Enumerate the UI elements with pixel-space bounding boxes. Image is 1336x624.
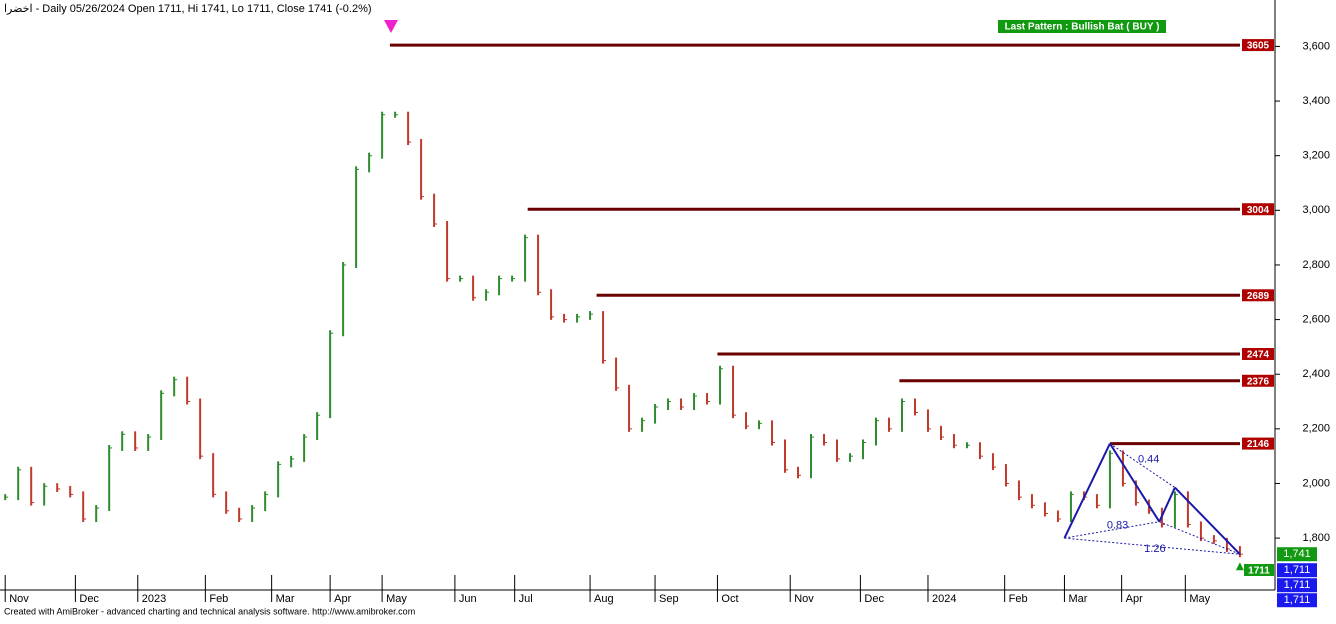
ratio-label: 1.26 (1144, 543, 1165, 555)
y-tick-label: 3,600 (1302, 40, 1330, 52)
x-tick-label: Jul (519, 593, 533, 605)
level-label-box (1242, 289, 1274, 302)
x-tick-label: Nov (794, 593, 814, 605)
price-label: 1,711 (1284, 579, 1311, 591)
x-tick-label: Apr (334, 593, 351, 605)
x-tick-label: Nov (9, 593, 29, 605)
y-tick-label: 3,000 (1302, 204, 1330, 216)
x-tick-label: Feb (1009, 593, 1028, 605)
y-tick-label: 3,200 (1302, 150, 1330, 162)
pattern-ratio-line (1159, 521, 1241, 555)
x-tick-label: Mar (276, 593, 295, 605)
level-label: 3004 (1247, 205, 1270, 216)
x-tick-label: Feb (209, 593, 228, 605)
x-tick-label: Jun (459, 593, 477, 605)
x-tick-label: 2023 (142, 593, 166, 605)
y-tick-label: 2,800 (1302, 259, 1330, 271)
price-label-box (1277, 578, 1317, 593)
signal-label: 1711 (1248, 566, 1270, 577)
y-tick-label: 1,800 (1302, 532, 1330, 544)
level-label-box (1242, 39, 1274, 52)
signal-label-box (1244, 564, 1274, 576)
price-label: 1,711 (1284, 594, 1311, 606)
x-tick-label: Dec (864, 593, 884, 605)
price-label-box (1277, 563, 1317, 578)
level-label: 2474 (1247, 350, 1270, 361)
x-tick-label: Dec (79, 593, 99, 605)
x-tick-label: Sep (659, 593, 679, 605)
y-tick-label: 2,600 (1302, 313, 1330, 325)
buy-arrow (1235, 562, 1244, 571)
y-tick-label: 2,200 (1302, 423, 1330, 435)
pattern-label-box (998, 20, 1166, 33)
y-tick-label: 2,400 (1302, 368, 1330, 380)
level-label-box (1242, 437, 1274, 450)
pattern-ratio-line (1109, 443, 1176, 488)
ratio-label: 0.44 (1138, 453, 1159, 465)
pattern-leg (1158, 487, 1176, 523)
x-tick-label: Aug (594, 593, 614, 605)
x-tick-label: Mar (1068, 593, 1087, 605)
x-tick-label: May (386, 593, 407, 605)
x-tick-label: Oct (721, 593, 738, 605)
ratio-label: 0.83 (1107, 520, 1128, 532)
peak-marker (384, 20, 398, 33)
price-label-box (1277, 593, 1317, 608)
pattern-leg (1063, 443, 1111, 539)
x-tick-label: Apr (1126, 593, 1143, 605)
pattern-ratio-line (1064, 521, 1160, 539)
chart-title: اخضرا - Daily 05/26/2024 Open 1711, Hi 1… (4, 3, 372, 15)
x-tick-label: May (1189, 593, 1210, 605)
level-label: 2376 (1247, 376, 1270, 387)
price-label-box (1277, 547, 1317, 562)
y-tick-label: 3,400 (1302, 95, 1330, 107)
level-label-box (1242, 374, 1274, 387)
pattern-ratio-line (1064, 537, 1240, 555)
level-label: 2146 (1247, 439, 1270, 450)
price-label: 1,741 (1283, 548, 1311, 560)
pattern-leg (1109, 443, 1161, 523)
x-tick-label: 2024 (932, 593, 956, 605)
y-tick-label: 2,000 (1302, 477, 1330, 489)
level-label-box (1242, 203, 1274, 216)
pattern-label: Last Pattern : Bullish Bat ( BUY ) (1005, 22, 1160, 33)
level-label-box (1242, 348, 1274, 360)
price-label: 1,711 (1284, 564, 1311, 576)
level-label: 2689 (1247, 291, 1270, 302)
level-label: 3605 (1247, 41, 1270, 52)
footer: Created with AmiBroker - advanced charti… (4, 606, 415, 616)
pattern-leg (1174, 486, 1241, 555)
